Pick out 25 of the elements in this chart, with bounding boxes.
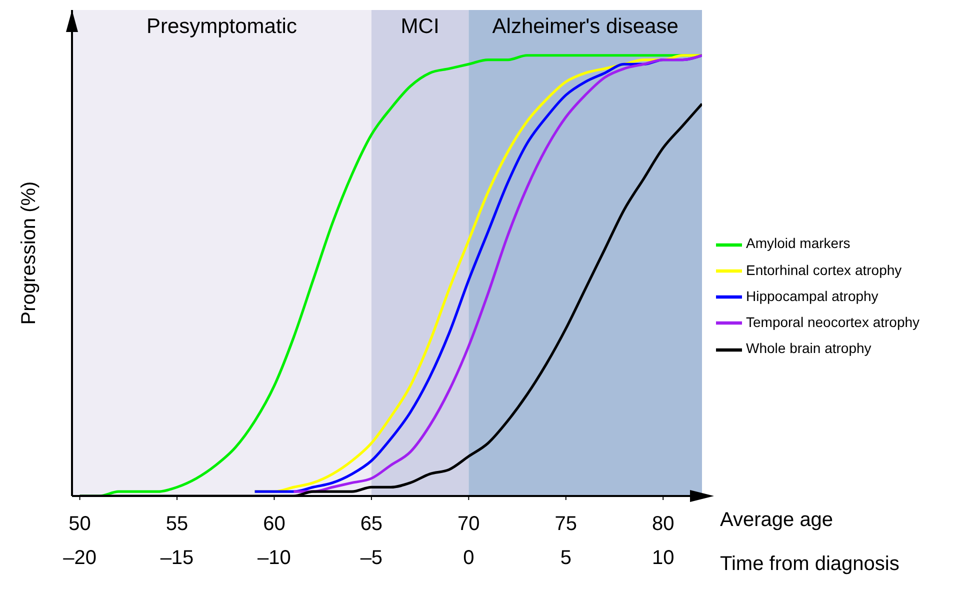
x2-tick-label: 5 [560, 547, 572, 570]
x-tick-label: 65 [360, 513, 383, 536]
legend-label: Temporal neocortex atrophy [746, 314, 920, 330]
x-tick-label: 60 [263, 513, 286, 536]
legend-label: Whole brain atrophy [746, 340, 872, 356]
x2-tick-label: –5 [360, 547, 383, 570]
x2-tick-label: 10 [652, 547, 674, 570]
band-label: Alzheimer's disease [492, 14, 678, 38]
x2-tick-label: –10 [258, 547, 291, 570]
legend-label: Hippocampal atrophy [746, 288, 878, 304]
band-label: MCI [400, 14, 440, 38]
legend-label: Entorhinal cortex atrophy [746, 262, 902, 278]
band-label: Presymptomatic [146, 14, 297, 38]
legend-label: Amyloid markers [746, 235, 850, 252]
x-tick-label: 75 [554, 513, 578, 536]
x-tick-label: 80 [652, 513, 674, 536]
y-axis-title: Progression (%) [18, 181, 40, 325]
x2-tick-label: 0 [463, 547, 474, 570]
x2-axis-title: Time from diagnosis [720, 553, 900, 575]
x-tick-label: 55 [166, 513, 188, 536]
x-tick-label: 50 [68, 513, 91, 536]
x-tick-label: 70 [458, 513, 480, 536]
x2-tick-label: –20 [63, 547, 96, 570]
x2-tick-label: –15 [160, 547, 194, 570]
x-axis-title: Average age [720, 509, 834, 531]
